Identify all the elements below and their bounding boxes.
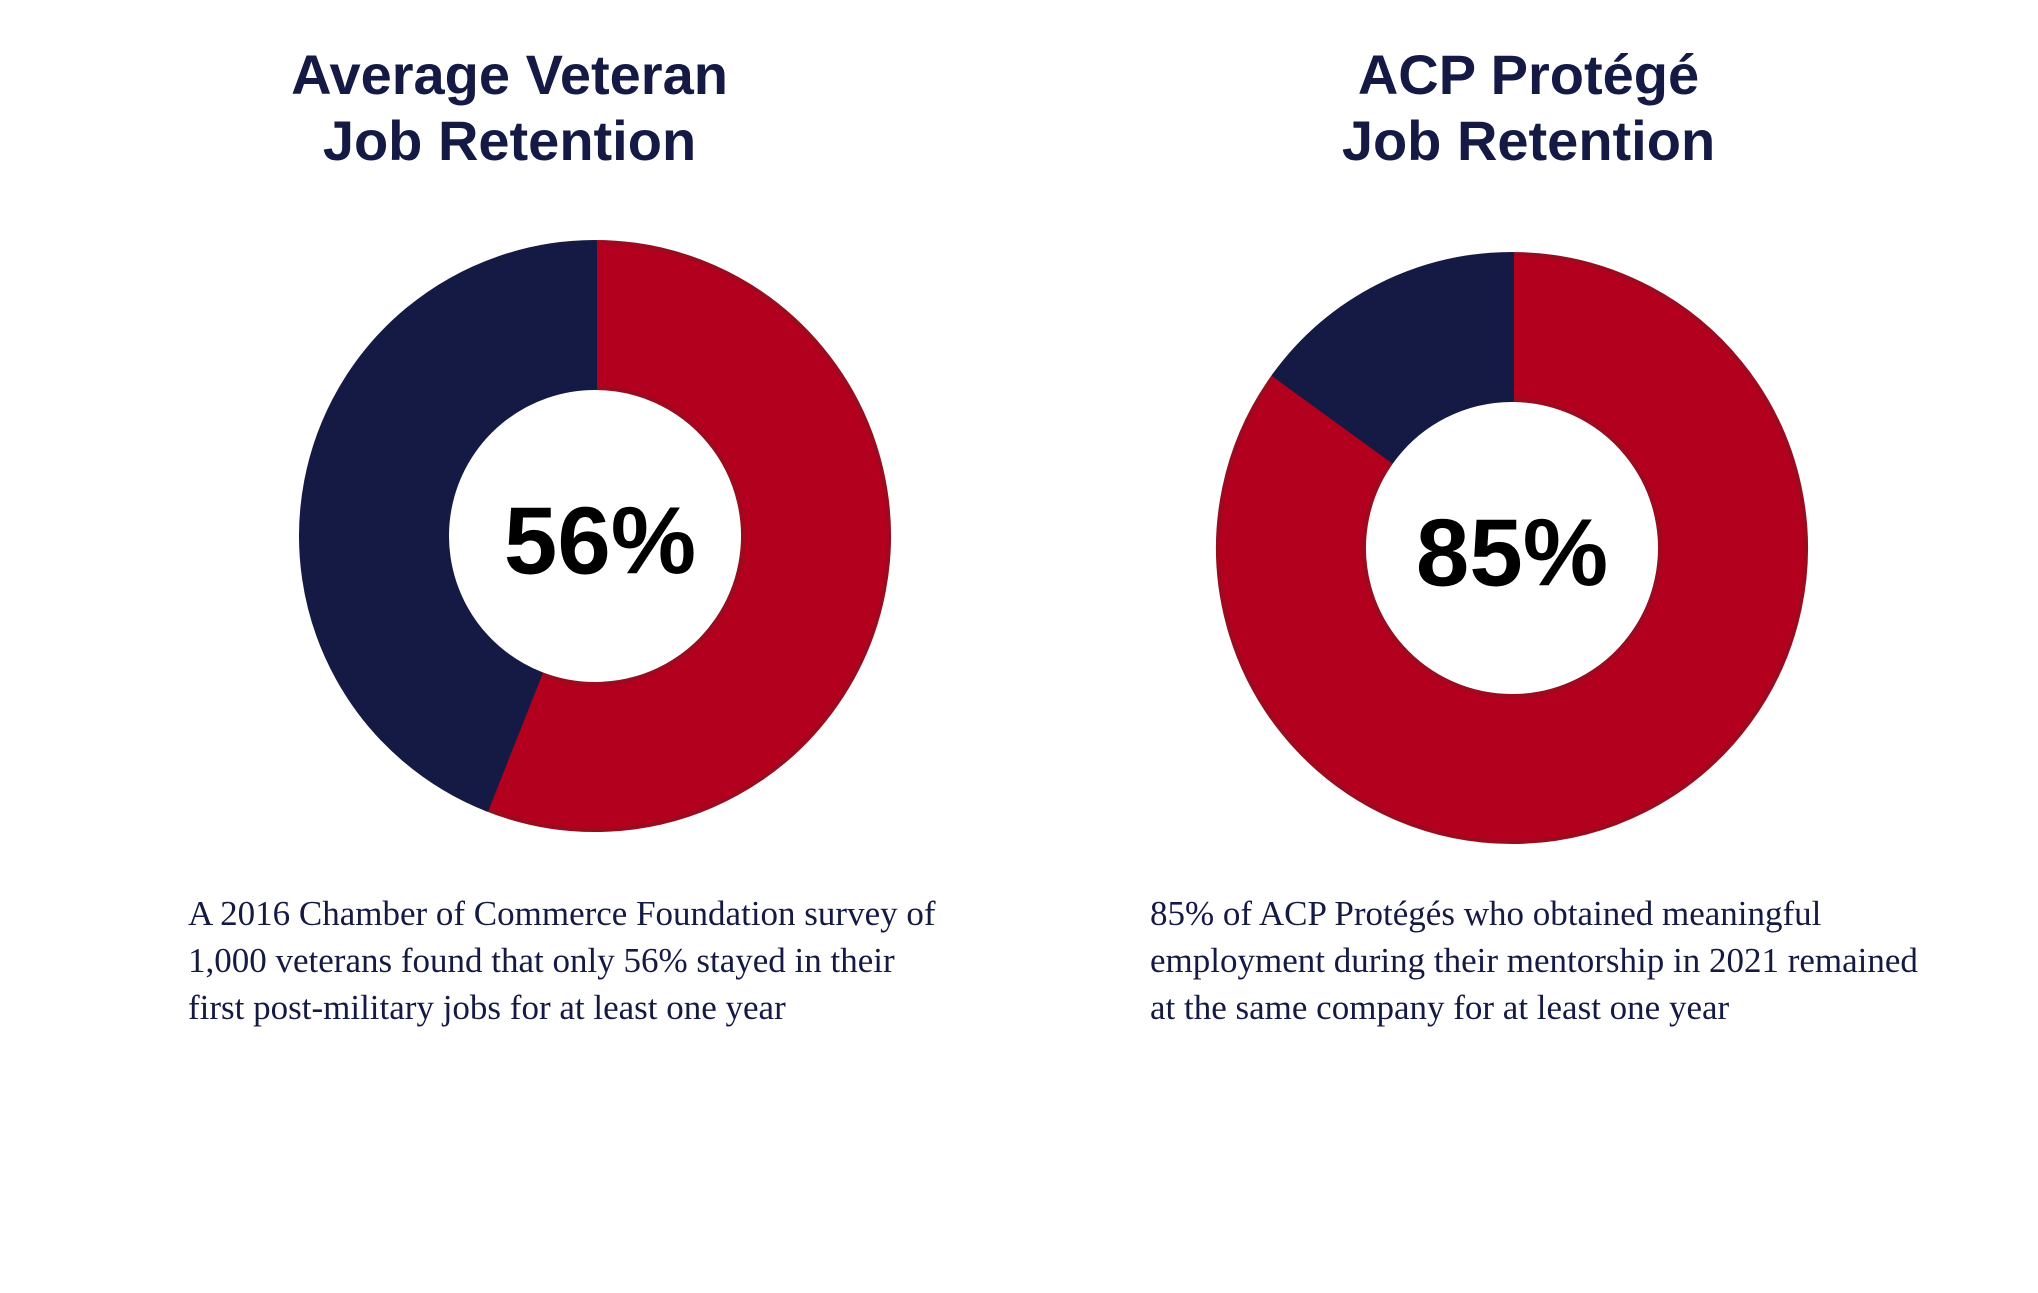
center-percent-label: 85% <box>1416 500 1608 607</box>
chart-panel-veteran: Average Veteran Job Retention 56% A 2016… <box>0 42 1019 1031</box>
chart-panel-acp: ACP Protégé Job Retention 85% 85% of ACP… <box>1019 0 2038 1293</box>
title-line: ACP Protégé <box>1357 43 1700 106</box>
chart-caption: 85% of ACP Protégés who obtained meaning… <box>1150 890 2030 1031</box>
donut-slice-1 <box>1272 252 1514 464</box>
caption-line: 1,000 veterans found that only 56% staye… <box>188 941 895 980</box>
caption-line: first post-military jobs for at least on… <box>188 988 786 1027</box>
donut-chart-acp: 85% <box>1216 252 1808 844</box>
chart-title: Average Veteran Job Retention <box>0 42 1019 174</box>
caption-line: employment during their mentorship in 20… <box>1150 941 1918 980</box>
caption-line: at the same company for at least one yea… <box>1150 988 1730 1027</box>
chart-title: ACP Protégé Job Retention <box>1019 42 2038 174</box>
caption-line: 85% of ACP Protégés who obtained meaning… <box>1150 894 1822 933</box>
donut-slice-0 <box>484 240 891 832</box>
chart-caption: A 2016 Chamber of Commerce Foundation su… <box>188 890 988 1031</box>
donut-slice-1 <box>299 240 597 812</box>
title-line: Job Retention <box>1341 109 1716 172</box>
donut-chart-veteran: 56% <box>299 240 891 832</box>
title-line: Average Veteran <box>291 43 728 106</box>
donut-slice-0 <box>1216 252 1808 844</box>
caption-line: A 2016 Chamber of Commerce Foundation su… <box>188 894 936 933</box>
title-line: Job Retention <box>322 109 697 172</box>
center-percent-label: 56% <box>504 488 696 595</box>
